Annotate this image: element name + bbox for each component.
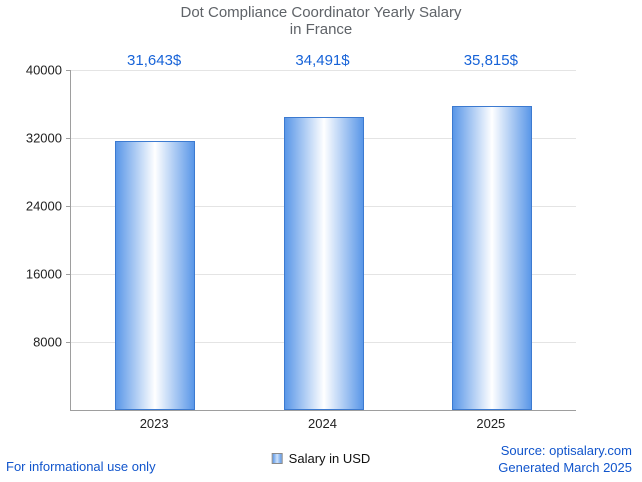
legend-label: Salary in USD	[288, 451, 371, 466]
generated-date: Generated March 2025	[498, 460, 632, 475]
bar-value-labels: 31,643$ 34,491$ 35,815$	[70, 52, 575, 70]
y-axis-tick	[66, 342, 71, 343]
y-axis-tick	[66, 206, 71, 207]
legend: Salary in USD	[271, 451, 371, 466]
x-tick-label-2025: 2025	[476, 416, 506, 431]
x-tick-label-2023: 2023	[139, 416, 169, 431]
y-tick-label: 32000	[25, 130, 62, 146]
source-link[interactable]: Source: optisalary.com	[500, 443, 632, 458]
y-tick-label: 24000	[25, 198, 62, 214]
source-attribution[interactable]: Source: optisalary.com Generated March 2…	[498, 442, 632, 476]
bar-value-label-2025: 35,815$	[463, 52, 518, 69]
bar-value-label-2023: 31,643$	[127, 52, 182, 69]
bar-2025[interactable]	[451, 105, 532, 410]
bar-value-label-2024: 34,491$	[295, 52, 350, 69]
chart-title-line1: Dot Compliance Coordinator Yearly Salary	[180, 4, 462, 21]
y-tick-label: 16000	[25, 266, 62, 282]
x-axis-labels: 2023 2024 2025	[70, 416, 575, 434]
y-axis-tick	[66, 274, 71, 275]
chart-title-line2: in France	[289, 21, 353, 38]
x-tick-label-2024: 2024	[308, 416, 337, 431]
y-tick-label: 8000	[33, 334, 62, 350]
y-tick-label: 40000	[25, 62, 62, 78]
plot-area: 8000 16000 24000 32000 40000	[26, 63, 576, 411]
y-axis-tick	[66, 70, 71, 71]
bar-2023[interactable]	[115, 141, 196, 410]
legend-swatch-icon	[271, 453, 283, 464]
gridline	[71, 70, 576, 71]
bar-2024[interactable]	[283, 116, 364, 410]
chart-title: Dot Compliance Coordinator Yearly Salary…	[0, 4, 642, 38]
y-axis-tick	[66, 138, 71, 139]
disclaimer-link[interactable]: For informational use only	[6, 459, 156, 474]
